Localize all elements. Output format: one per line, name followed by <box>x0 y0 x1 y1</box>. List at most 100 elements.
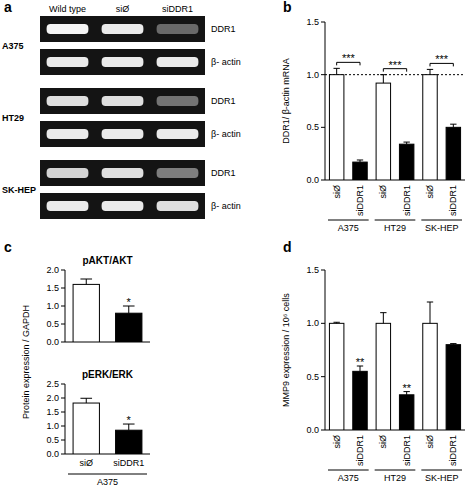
cell-line-label: A375 <box>2 41 24 51</box>
error-bar <box>427 302 433 323</box>
group-line <box>375 470 416 471</box>
plot-area <box>329 302 460 430</box>
band <box>157 129 199 139</box>
error-cap <box>427 69 433 70</box>
y-tick-label: 0.5 <box>306 372 319 382</box>
x-tick-label: siØ <box>378 435 388 449</box>
error-bar <box>333 322 339 323</box>
group-label: A375 <box>338 473 359 483</box>
y-tick-label: 0.5 <box>306 122 319 132</box>
band <box>102 168 144 178</box>
error-bar <box>333 68 339 74</box>
bar <box>329 323 343 430</box>
error-bar <box>80 398 92 403</box>
y-tick <box>61 270 65 271</box>
significance: * <box>127 414 132 426</box>
bar <box>376 323 390 430</box>
error-stem <box>383 313 384 324</box>
band <box>102 57 144 67</box>
y-tick-label: 1.0 <box>306 70 319 80</box>
band <box>157 57 199 67</box>
band <box>47 57 89 67</box>
y-tick-label: 1.5 <box>306 265 319 275</box>
band <box>102 129 144 139</box>
band <box>157 96 199 106</box>
error-cap <box>450 124 456 125</box>
band <box>47 168 89 178</box>
gel-strip <box>40 88 205 114</box>
y-tick <box>61 384 65 385</box>
reference-line <box>325 74 465 75</box>
x-tick-label: siØ <box>378 185 388 199</box>
error-cap <box>427 302 433 303</box>
bar <box>353 162 367 180</box>
group-line <box>68 474 147 475</box>
gel-strip <box>40 193 205 219</box>
band <box>102 201 144 211</box>
group-line <box>328 470 369 471</box>
error-stem <box>86 398 87 403</box>
x-tick-label: siDDR1 <box>448 185 458 216</box>
group-label: HT29 <box>384 223 406 233</box>
y-axis <box>325 270 326 430</box>
bar <box>399 144 413 180</box>
panel-letter: a <box>4 0 12 15</box>
y-axis <box>65 384 66 454</box>
y-tick-label: 0.0 <box>306 425 319 435</box>
y-tick-label: 0.0 <box>46 337 59 347</box>
x-tick-label: siDDR1 <box>402 435 412 466</box>
x-tick-label: siØ <box>332 435 342 449</box>
lane-label: siDDR1 <box>162 4 193 14</box>
y-tick <box>321 22 325 23</box>
bar <box>353 371 367 430</box>
row-label: DDR1 <box>211 168 236 178</box>
y-tick <box>321 180 325 181</box>
x-tick-label: siDDR1 <box>448 435 458 466</box>
group-line <box>421 470 462 471</box>
bar <box>423 75 437 180</box>
error-cap <box>380 74 386 75</box>
error-bar <box>357 160 363 162</box>
error-cap <box>450 343 456 344</box>
y-tick-label: 1.0 <box>46 301 59 311</box>
y-tick <box>61 306 65 307</box>
x-tick-label: siØ <box>332 185 342 199</box>
y-tick-label: 1.0 <box>46 421 59 431</box>
row-label: DDR1 <box>211 24 236 34</box>
y-tick-label: 1.5 <box>46 407 59 417</box>
y-tick-label: 1.5 <box>306 17 319 27</box>
bar <box>329 75 343 180</box>
y-tick <box>61 324 65 325</box>
y-tick-label: 2.5 <box>46 379 59 389</box>
error-cap <box>333 68 339 69</box>
error-bar <box>427 69 433 74</box>
x-tick-label: siDDR1 <box>402 185 412 216</box>
y-tick-label: 1.0 <box>306 318 319 328</box>
bar <box>446 127 460 180</box>
band <box>157 24 199 34</box>
bar <box>116 313 142 342</box>
gel-strip <box>40 160 205 186</box>
panel-letter: b <box>283 0 292 15</box>
bar <box>376 83 390 180</box>
y-tick <box>321 430 325 431</box>
group-line <box>375 220 416 221</box>
row-label: β- actin <box>211 201 241 211</box>
error-stem <box>430 69 431 74</box>
x-tick-label: siØ <box>80 458 94 468</box>
band <box>47 24 89 34</box>
error-stem <box>86 279 87 284</box>
x-tick-label: siØ <box>425 435 435 449</box>
error-bar <box>403 142 409 144</box>
gel-strip <box>40 16 205 42</box>
band <box>47 201 89 211</box>
group-label: A375 <box>338 223 359 233</box>
error-cap <box>403 142 409 143</box>
band <box>157 168 199 178</box>
bar <box>73 403 99 454</box>
y-tick-label: 0.5 <box>46 319 59 329</box>
lane-label: Wild type <box>49 4 86 14</box>
bar <box>73 284 99 342</box>
y-tick-label: 1.5 <box>46 283 59 293</box>
row-label: DDR1 <box>211 96 236 106</box>
